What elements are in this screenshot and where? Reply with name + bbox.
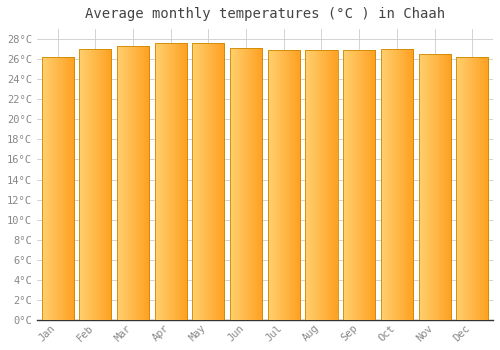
Bar [418, 54, 450, 320]
Bar [192, 43, 224, 320]
Bar [306, 50, 338, 320]
Bar [230, 48, 262, 320]
Bar [456, 57, 488, 320]
Bar [154, 43, 186, 320]
Bar [268, 50, 300, 320]
Bar [343, 50, 375, 320]
Bar [117, 46, 149, 320]
Bar [381, 49, 413, 320]
Bar [42, 57, 74, 320]
Bar [79, 49, 112, 320]
Title: Average monthly temperatures (°C ) in Chaah: Average monthly temperatures (°C ) in Ch… [85, 7, 445, 21]
